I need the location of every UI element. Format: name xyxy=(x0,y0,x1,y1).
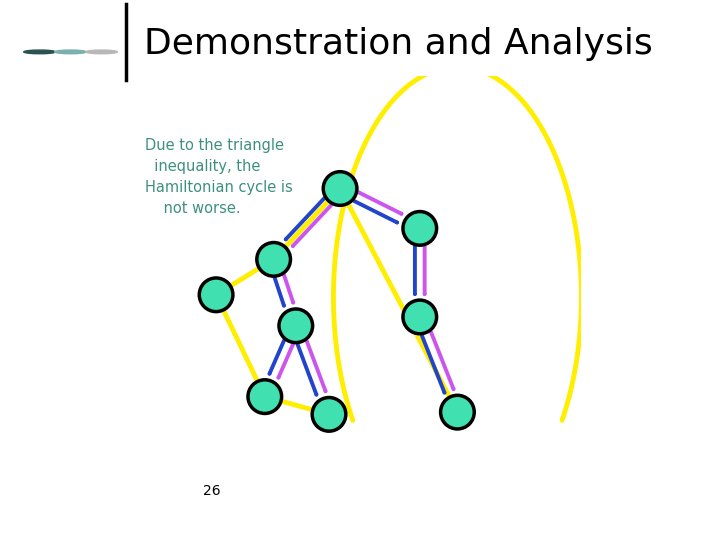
Text: Demonstration and Analysis: Demonstration and Analysis xyxy=(144,26,653,60)
Text: Due to the triangle
  inequality, the
Hamiltonian cycle is
    not worse.: Due to the triangle inequality, the Hami… xyxy=(145,138,293,215)
Circle shape xyxy=(199,278,233,312)
Circle shape xyxy=(86,50,117,54)
FancyArrowPatch shape xyxy=(275,278,284,306)
Circle shape xyxy=(279,309,312,342)
Circle shape xyxy=(403,300,436,334)
FancyArrowPatch shape xyxy=(293,205,331,246)
FancyArrowPatch shape xyxy=(359,192,402,214)
FancyArrowPatch shape xyxy=(284,275,293,302)
Circle shape xyxy=(248,380,282,414)
Circle shape xyxy=(403,212,436,245)
FancyArrowPatch shape xyxy=(279,345,293,377)
FancyArrowPatch shape xyxy=(431,332,454,389)
FancyArrowPatch shape xyxy=(354,201,397,222)
Circle shape xyxy=(323,172,357,205)
Text: 26: 26 xyxy=(203,484,220,498)
Circle shape xyxy=(24,50,55,54)
FancyArrowPatch shape xyxy=(269,340,284,374)
FancyArrowPatch shape xyxy=(307,341,325,391)
Circle shape xyxy=(441,395,474,429)
Circle shape xyxy=(55,50,86,54)
FancyArrowPatch shape xyxy=(297,345,316,395)
FancyArrowPatch shape xyxy=(286,198,324,239)
FancyArrowPatch shape xyxy=(422,335,444,393)
Circle shape xyxy=(257,242,290,276)
Circle shape xyxy=(312,397,346,431)
